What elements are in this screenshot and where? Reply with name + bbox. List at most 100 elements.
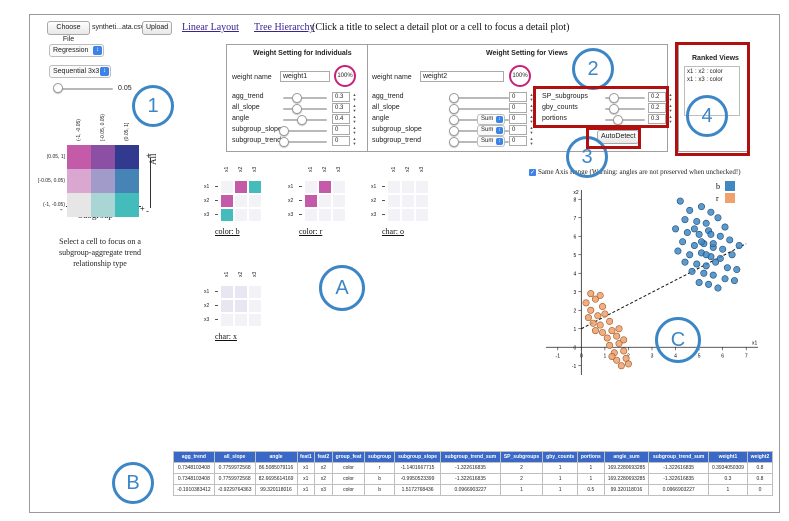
matrix-cell[interactable] <box>220 208 234 222</box>
slider-knob[interactable] <box>279 137 289 147</box>
data-point-b[interactable] <box>681 258 689 266</box>
data-point-b[interactable] <box>705 280 713 288</box>
matrix-cell[interactable] <box>234 194 248 208</box>
matrix-cell[interactable] <box>220 313 234 327</box>
legend-cell[interactable] <box>67 169 91 193</box>
data-point-b[interactable] <box>672 225 680 233</box>
stepper-icon[interactable]: ▲ ▼ <box>352 92 357 102</box>
threshold-slider-track[interactable] <box>55 88 113 90</box>
data-point-r[interactable] <box>599 328 607 336</box>
legend-cell[interactable] <box>115 193 139 217</box>
data-point-b[interactable] <box>690 225 698 233</box>
data-point-b[interactable] <box>688 267 696 275</box>
data-point-b[interactable] <box>697 203 705 211</box>
matrix-cell[interactable] <box>387 180 401 194</box>
data-point-b[interactable] <box>735 241 743 249</box>
data-point-r[interactable] <box>589 319 597 327</box>
data-point-b[interactable] <box>709 240 717 248</box>
data-point-r[interactable] <box>582 299 590 307</box>
matrix-cell[interactable] <box>248 313 262 327</box>
data-point-b[interactable] <box>721 223 729 231</box>
ranked-item[interactable]: x1 : x3 : color <box>687 77 723 83</box>
data-point-r[interactable] <box>606 341 614 349</box>
slider-knob[interactable] <box>292 104 303 114</box>
table-header-cell[interactable]: SP_subgroups <box>499 451 544 463</box>
data-point-b[interactable] <box>702 219 710 227</box>
data-point-b[interactable] <box>730 277 738 285</box>
slider-knob[interactable] <box>613 115 623 125</box>
stepper-icon[interactable]: ▲ ▼ <box>529 92 534 102</box>
slider-knob[interactable] <box>292 93 303 103</box>
table-header-cell[interactable]: agg_trend <box>173 451 215 463</box>
slider-knob[interactable] <box>609 104 619 114</box>
data-point-r[interactable] <box>620 336 628 344</box>
table-header-cell[interactable]: subgroup_trend_sum <box>440 451 501 463</box>
matrix-cell[interactable] <box>387 208 401 222</box>
threshold-slider-knob[interactable] <box>53 83 63 93</box>
individuals-rows-slider[interactable] <box>283 141 327 143</box>
data-point-r[interactable] <box>613 332 621 340</box>
data-point-b[interactable] <box>693 260 701 268</box>
weight-value-input[interactable]: 0.2 <box>648 103 666 113</box>
matrix-cell[interactable] <box>401 180 415 194</box>
matrix-cell[interactable] <box>248 180 262 194</box>
legend-cell[interactable] <box>115 145 139 169</box>
data-point-r[interactable] <box>596 291 604 299</box>
aggregate-select[interactable]: Sum ↕ <box>477 114 505 125</box>
views-rows-slider[interactable] <box>453 97 509 99</box>
data-point-b[interactable] <box>733 266 741 274</box>
legend-cell[interactable] <box>67 193 91 217</box>
matrix-cell[interactable] <box>248 299 262 313</box>
data-point-b[interactable] <box>721 275 729 283</box>
matrix-title[interactable]: color: r <box>299 227 323 236</box>
table-row[interactable]: 0.7348103408 0.7759972568 82.6695614169 x1 x… <box>173 473 774 485</box>
slider-knob[interactable] <box>609 93 619 103</box>
table-header-cell[interactable]: all_slope <box>213 451 256 463</box>
stepper-icon[interactable]: ▲ ▼ <box>529 125 534 135</box>
matrix-cell[interactable] <box>332 194 346 208</box>
matrix-cell[interactable] <box>234 208 248 222</box>
matrix-cell[interactable] <box>318 208 332 222</box>
weight-value-input[interactable]: 0.3 <box>332 92 350 102</box>
table-header-cell[interactable]: group_feat <box>331 451 366 463</box>
legend-cell[interactable] <box>91 145 115 169</box>
data-point-r[interactable] <box>615 340 623 348</box>
data-point-b[interactable] <box>697 238 705 246</box>
data-point-r[interactable] <box>587 306 595 314</box>
table-header-cell[interactable]: angle <box>254 451 298 463</box>
data-point-b[interactable] <box>714 214 722 222</box>
data-point-b[interactable] <box>707 230 715 238</box>
views-right_rows-slider[interactable] <box>605 119 645 121</box>
slider-knob[interactable] <box>279 126 289 136</box>
views-rows-slider[interactable] <box>453 108 509 110</box>
data-point-r[interactable] <box>615 325 623 333</box>
data-point-b[interactable] <box>714 284 722 292</box>
stepper-icon[interactable]: ▲ ▼ <box>668 114 673 124</box>
data-point-b[interactable] <box>695 279 703 287</box>
matrix-cell[interactable] <box>318 194 332 208</box>
table-header-cell[interactable]: feat2 <box>314 451 333 463</box>
table-header-cell[interactable]: weight1 <box>707 451 748 463</box>
data-point-r[interactable] <box>596 321 604 329</box>
data-point-b[interactable] <box>700 269 708 277</box>
matrix-cell[interactable] <box>220 180 234 194</box>
linear-layout-link[interactable]: Linear Layout <box>182 22 239 33</box>
weight-value-input[interactable]: 0 <box>332 136 350 146</box>
data-point-b[interactable] <box>712 258 720 266</box>
data-point-b[interactable] <box>676 197 684 205</box>
legend-cell[interactable] <box>67 145 91 169</box>
slider-knob[interactable] <box>449 137 459 147</box>
data-point-b[interactable] <box>728 251 736 259</box>
matrix-cell[interactable] <box>234 180 248 194</box>
stepper-icon[interactable]: ▲ ▼ <box>352 103 357 113</box>
data-point-b[interactable] <box>674 247 682 255</box>
data-point-b[interactable] <box>686 206 694 214</box>
views-right_rows-slider[interactable] <box>605 108 645 110</box>
weight-value-input[interactable]: 0.3 <box>332 103 350 113</box>
matrix-title[interactable]: color: b <box>215 227 240 236</box>
stepper-icon[interactable]: ▲ ▼ <box>668 92 673 102</box>
matrix-title[interactable]: char: o <box>382 227 404 236</box>
legend-cell[interactable] <box>91 193 115 217</box>
same-axis-checkbox[interactable]: ✓ <box>529 169 536 176</box>
matrix-cell[interactable] <box>415 208 429 222</box>
